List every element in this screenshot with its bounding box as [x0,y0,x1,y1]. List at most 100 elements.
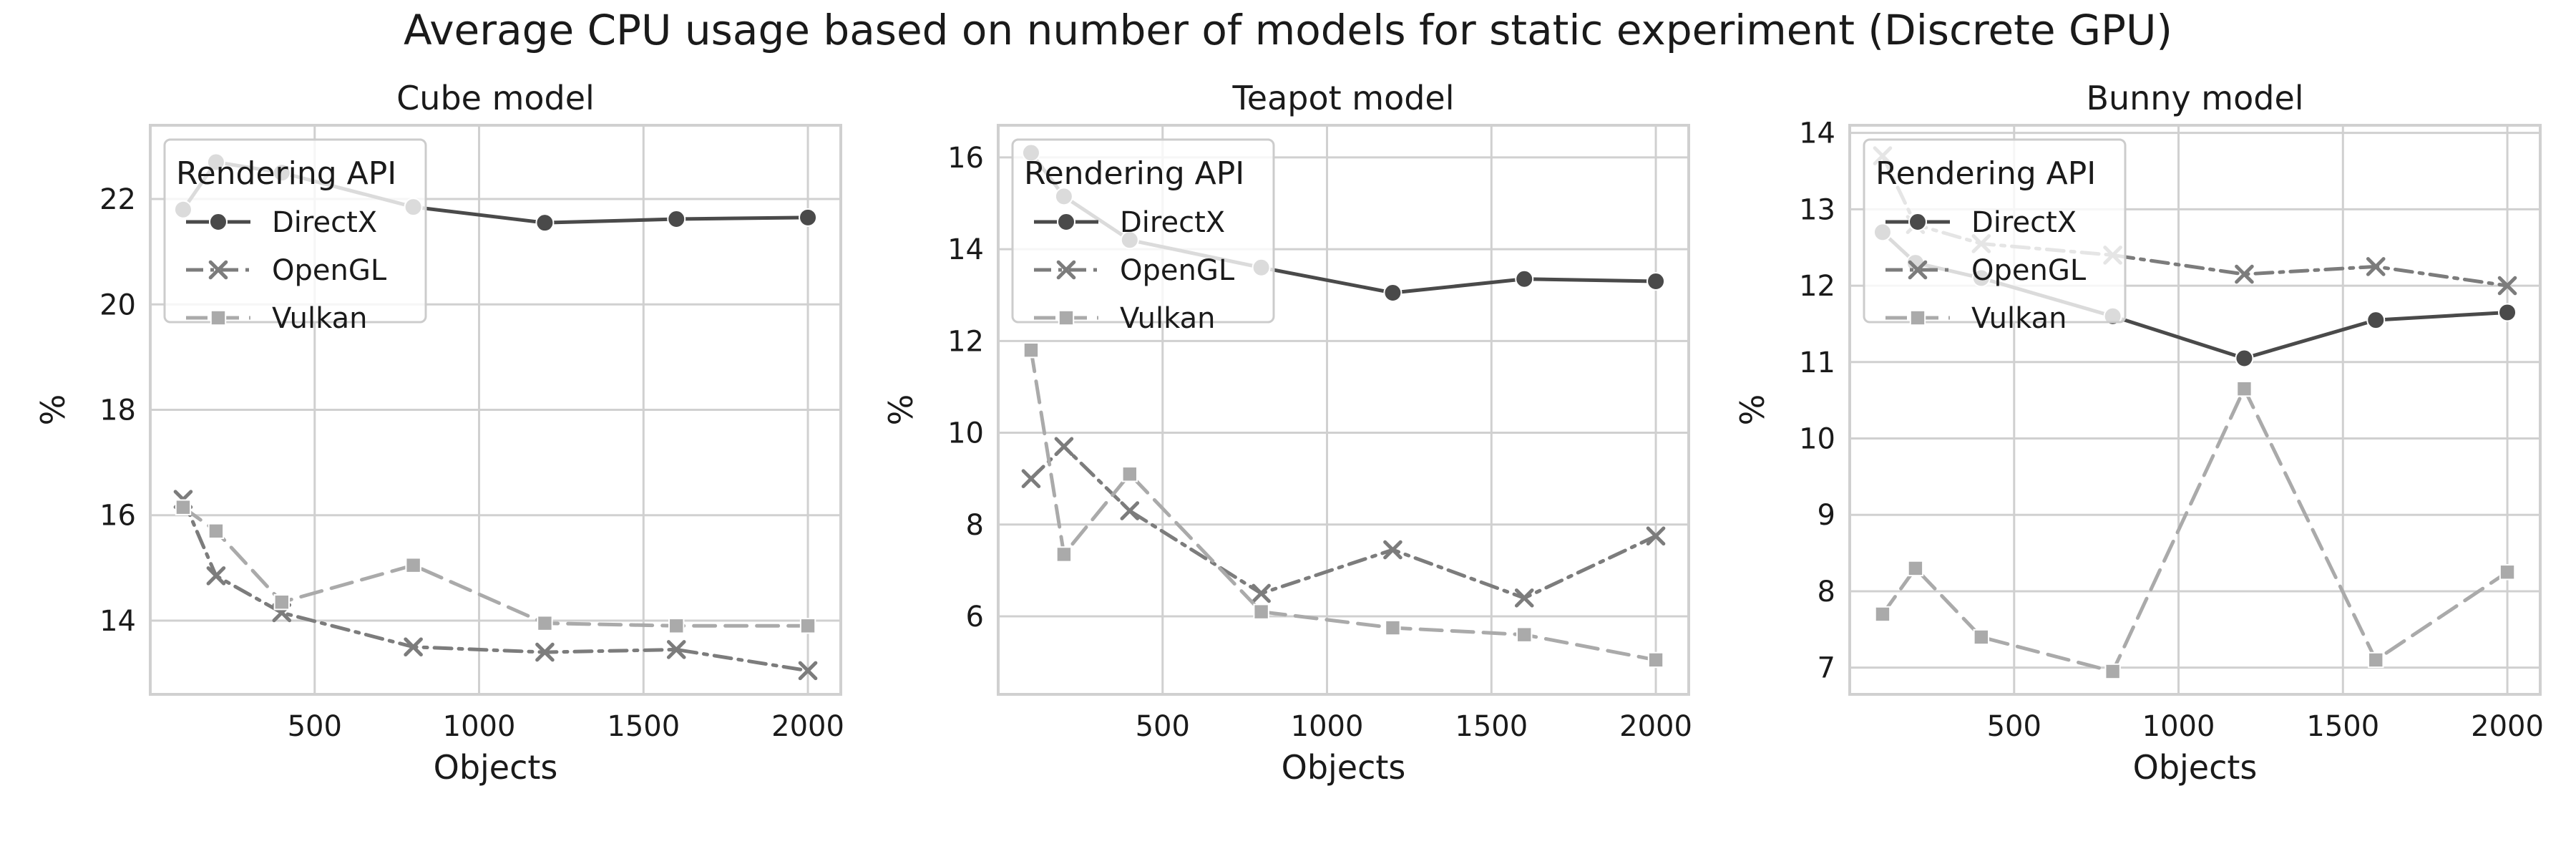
y-tick-label: 20 [99,288,136,321]
legend-box [163,138,427,324]
data-point-vulkan [208,523,225,540]
y-axis-label: % [1733,394,1772,426]
data-point-opengl [535,642,555,662]
legend-marker-directx [209,213,228,231]
legend-label-directx: DirectX [1971,206,2077,239]
y-tick-label: 16 [947,142,984,175]
legend-title: Rendering API [1024,155,1244,192]
legend: Rendering API DirectX OpenGL Vulkan [1011,138,1275,335]
y-tick-label: 10 [1799,423,1835,456]
y-tick-label: 14 [1799,117,1835,150]
legend-marker-directx [1908,213,1927,231]
legend-label-vulkan: Vulkan [1120,302,1215,335]
data-point-vulkan [273,593,291,611]
legend-label-opengl: OpenGL [1120,254,1235,287]
chart-panel-2: 6 8 10 12 14 16 500 1000 1500 2000 Objects% Teapot … [882,79,1692,787]
chart-title: Teapot model [1231,79,1454,117]
data-point-opengl [1054,437,1074,457]
plot-frame [997,124,1690,696]
y-tick-label: 10 [947,417,984,450]
data-point-vulkan [1973,629,1990,646]
x-tick-label: 1500 [607,710,680,743]
data-point-vulkan [1121,466,1138,482]
y-tick-label: 7 [1818,652,1835,685]
x-tick-label: 1000 [443,710,516,743]
plot-frame [1848,124,2542,696]
legend-marker-opengl [208,260,228,280]
plot-frame [149,124,842,696]
y-tick-label: 22 [99,183,136,216]
legend-title: Rendering API [176,155,396,192]
data-point-directx [1383,283,1402,303]
legend-label-vulkan: Vulkan [272,302,367,335]
legend-label-opengl: OpenGL [1971,254,2087,287]
data-point-opengl [404,637,423,657]
figure-title: Average CPU usage based on number of mod… [403,6,2173,54]
data-point-vulkan [175,499,192,515]
data-point-vulkan [1907,560,1924,577]
legend: Rendering API DirectX OpenGL Vulkan [163,138,427,335]
chart-title: Bunny model [2086,79,2303,117]
legend-label-directx: DirectX [272,206,377,239]
data-point-vulkan [1874,606,1891,623]
y-tick-label: 8 [1818,576,1835,608]
y-tick-label: 11 [1799,346,1835,379]
data-point-vulkan [2368,651,2384,669]
y-tick-label: 9 [1818,499,1835,532]
x-tick-label: 500 [1987,710,2041,743]
series-line-vulkan [1880,387,2509,674]
chart-title: Cube model [396,79,595,117]
data-point-vulkan [1055,546,1073,563]
data-point-directx [799,208,818,227]
x-axis-label: Objects [1282,748,1406,787]
data-point-vulkan [2236,380,2253,397]
data-point-opengl [2366,257,2386,276]
data-point-vulkan [1253,603,1269,620]
data-point-directx [2498,303,2517,322]
x-tick-label: 2000 [2471,710,2544,743]
data-point-vulkan [1385,619,1401,636]
y-tick-label: 12 [947,325,984,358]
data-point-opengl [2497,276,2517,296]
x-axis-label: Objects [434,748,558,787]
data-point-directx [2235,349,2254,368]
legend-label-directx: DirectX [1120,206,1225,239]
data-point-opengl [1120,501,1140,520]
legend-marker-vulkan [1909,309,1926,326]
data-point-directx [535,213,555,233]
series-line-opengl [181,498,810,673]
y-tick-label: 12 [1799,270,1835,303]
legend-marker-vulkan [1058,309,1075,326]
y-axis-label: % [34,394,72,426]
x-tick-label: 1000 [1291,710,1364,743]
legend-label-opengl: OpenGL [272,254,387,287]
x-tick-label: 500 [1136,710,1190,743]
data-point-vulkan [2104,663,2121,680]
x-tick-label: 1500 [1455,710,1528,743]
x-tick-label: 1500 [2306,710,2379,743]
x-tick-label: 2000 [1619,710,1692,743]
x-tick-label: 2000 [771,710,844,743]
legend-marker-opengl [1056,260,1076,280]
y-tick-label: 6 [966,601,984,634]
chart-panel-3: 7 8 9 10 11 12 13 14 500 1000 1500 2000 Objects% Bunn… [1733,79,2544,787]
data-point-vulkan [2499,564,2516,581]
legend: Rendering API DirectX OpenGL Vulkan [1863,138,2127,335]
data-point-vulkan [1647,651,1664,669]
data-point-opengl [2235,264,2254,284]
data-point-directx [1515,269,1534,288]
data-point-directx [667,210,686,229]
y-tick-label: 18 [99,394,136,427]
y-tick-label: 14 [947,233,984,266]
legend-title: Rendering API [1875,155,2096,192]
legend-marker-directx [1057,213,1075,231]
y-tick-label: 13 [1799,193,1835,226]
legend-label-vulkan: Vulkan [1971,302,2067,335]
data-point-opengl [666,640,686,659]
data-point-vulkan [1516,626,1533,643]
data-point-directx [1646,271,1666,291]
chart-panel-1: 14 16 18 20 22 500 1000 1500 2000 Objects% Cube mo… [34,79,844,787]
data-point-vulkan [799,618,816,634]
